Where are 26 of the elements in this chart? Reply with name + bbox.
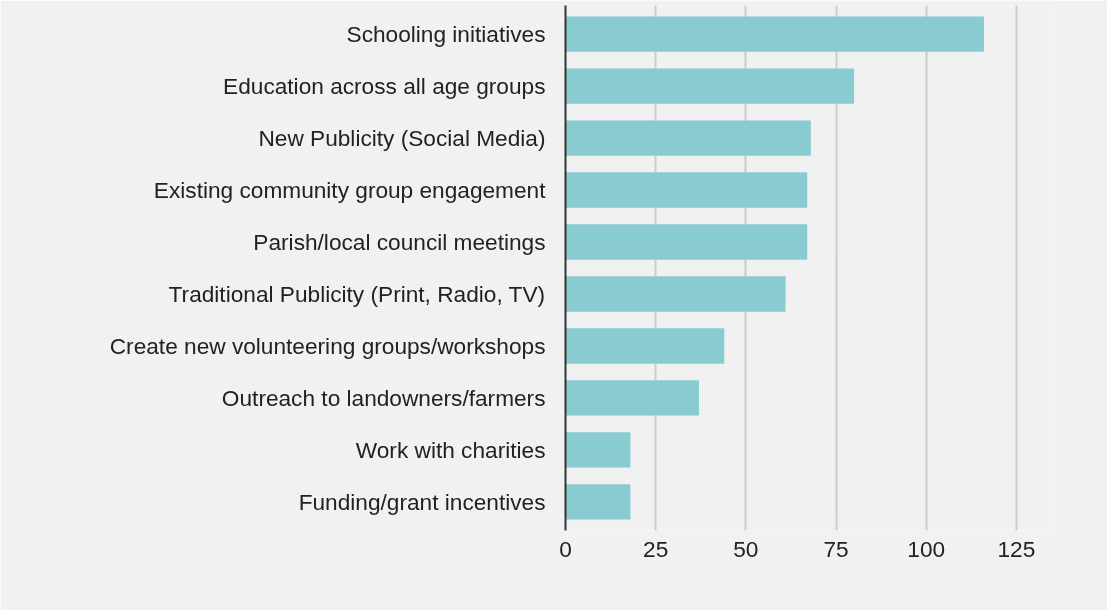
y-tick-label: Traditional Publicity (Print, Radio, TV)	[168, 280, 546, 307]
bar	[565, 276, 786, 312]
bar	[565, 432, 631, 468]
bar	[565, 484, 631, 520]
y-tick-label: Outreach to landowners/farmers	[221, 384, 546, 411]
bar	[565, 68, 855, 104]
x-tick-label: 0	[559, 535, 572, 562]
bar	[565, 224, 808, 260]
x-tick-label: 50	[733, 535, 759, 562]
y-tick-label: Work with charities	[355, 436, 546, 463]
y-tick-label: Create new volunteering groups/workshops	[109, 332, 546, 359]
y-tick-label: Existing community group engagement	[153, 177, 547, 204]
y-tick-label: New Publicity (Social Media)	[258, 125, 546, 152]
bar	[565, 120, 811, 156]
bar	[565, 380, 699, 416]
y-tick-label: Schooling initiatives	[346, 21, 546, 48]
x-tick-label: 25	[643, 535, 669, 562]
x-tick-label: 125	[997, 535, 1036, 562]
y-tick-label: Parish/local council meetings	[253, 229, 546, 256]
bar	[565, 328, 725, 364]
x-tick-label: 75	[823, 535, 849, 562]
bar	[565, 16, 984, 52]
y-tick-label: Funding/grant incentives	[298, 488, 546, 515]
y-tick-label: Education across all age groups	[223, 73, 546, 100]
bar	[565, 172, 808, 208]
x-tick-label: 100	[907, 535, 946, 562]
